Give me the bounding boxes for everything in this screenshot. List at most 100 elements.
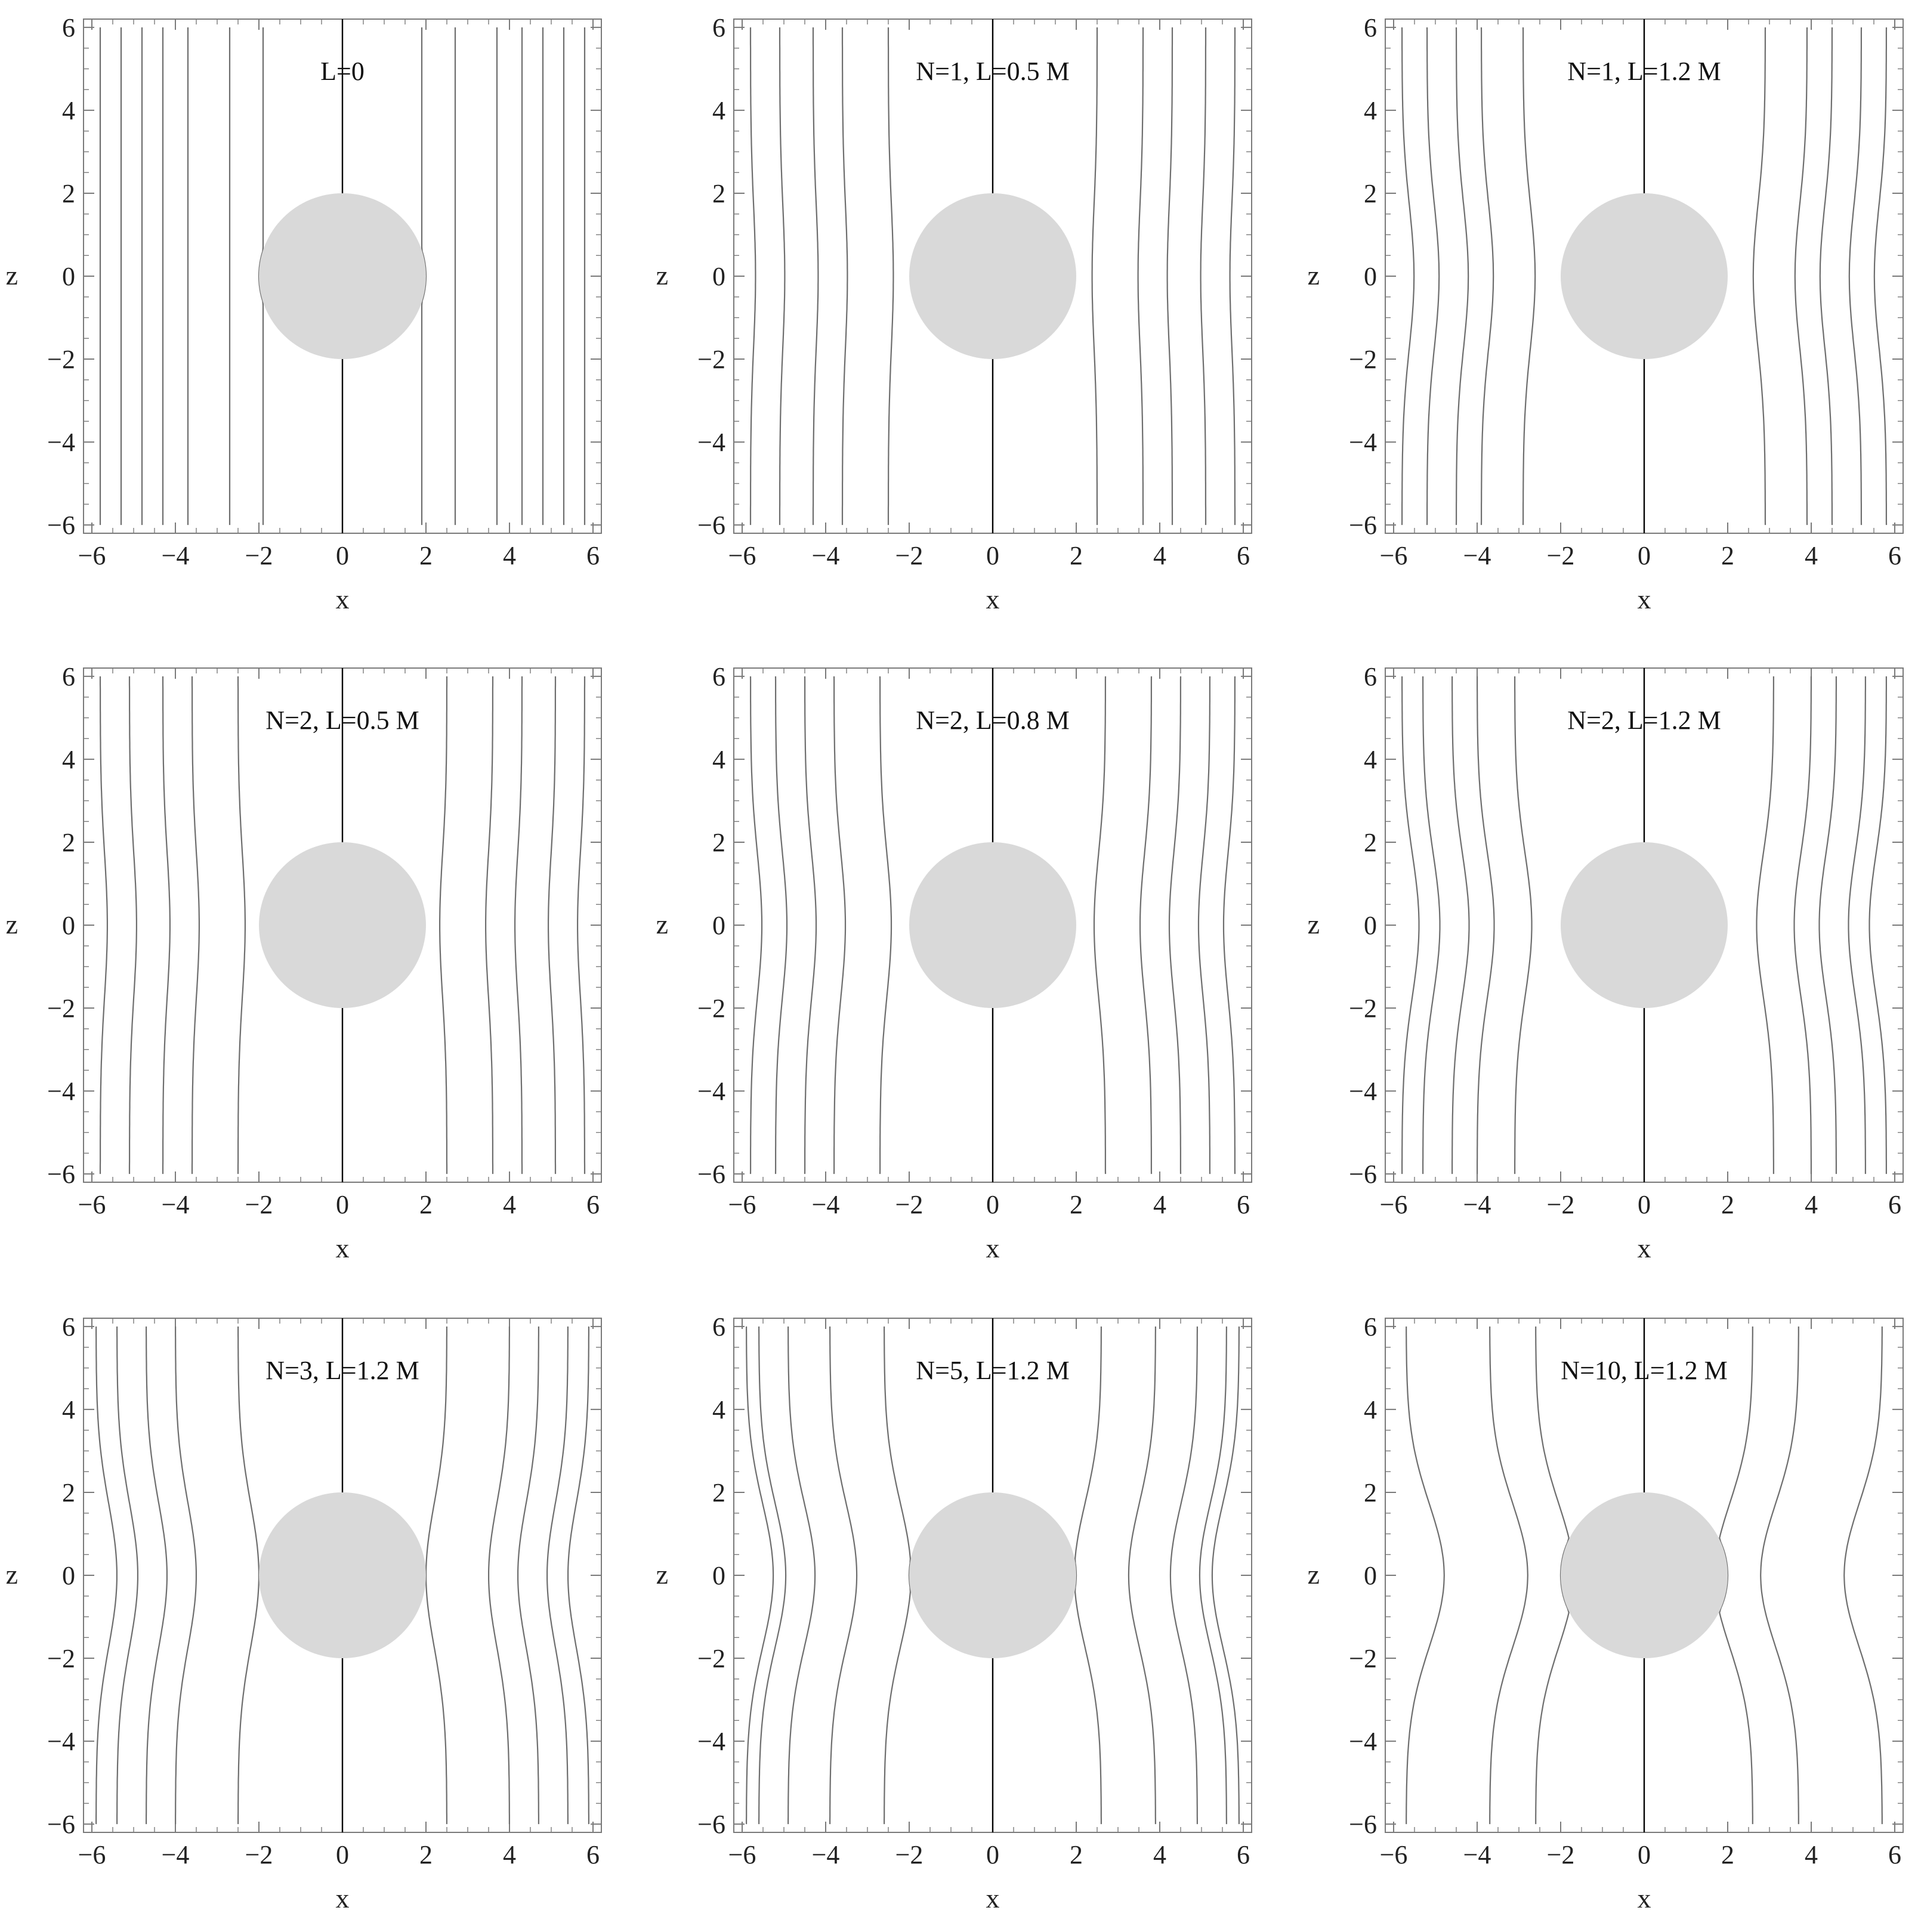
field-line	[887, 27, 894, 525]
y-tick-label: −2	[1349, 1644, 1377, 1673]
x-tick-label: −6	[728, 1190, 756, 1219]
x-tick-label: 6	[586, 1840, 600, 1869]
field-line	[514, 676, 523, 1174]
x-tick-label: −4	[812, 1840, 840, 1869]
y-tick-label: −2	[47, 345, 75, 374]
x-tick-label: 6	[1888, 1840, 1901, 1869]
field-line	[749, 27, 756, 525]
field-line	[1756, 676, 1774, 1174]
y-tick-label: 2	[712, 179, 725, 208]
field-line	[175, 1326, 197, 1825]
y-tick-label: 0	[1364, 911, 1377, 940]
field-line	[879, 676, 892, 1174]
field-line	[1137, 27, 1144, 525]
y-tick-label: −6	[697, 1810, 725, 1839]
x-tick-label: 0	[336, 1190, 349, 1219]
y-tick-label: 6	[62, 662, 75, 691]
x-tick-label: −2	[1547, 1190, 1575, 1219]
x-tick-label: 2	[1070, 541, 1083, 570]
x-axis-label: x	[986, 1883, 1000, 1914]
panel-8: −6 −4 −2 0 2 4 6 −6 −4 −2 0 2 4 6 x z N=5, L=1.2 M	[656, 1312, 1252, 1914]
x-tick-label: 4	[503, 1840, 516, 1869]
panel-title: N=3, L=1.2 M	[265, 1356, 419, 1385]
field-line	[1848, 676, 1866, 1174]
x-tick-label: 0	[1638, 1190, 1651, 1219]
y-tick-label: −6	[47, 511, 75, 540]
compact-object-disk	[909, 842, 1076, 1009]
field-line	[1222, 676, 1236, 1174]
x-axis-label: x	[1638, 584, 1651, 614]
x-axis-label: x	[986, 584, 1000, 614]
field-line	[425, 1326, 447, 1825]
x-tick-label: −4	[812, 1190, 840, 1219]
x-tick-label: 2	[1721, 1190, 1734, 1219]
y-axis-label: z	[656, 1559, 668, 1590]
y-tick-label: −6	[1349, 511, 1377, 540]
x-tick-label: −4	[162, 541, 190, 570]
field-line	[1869, 676, 1887, 1174]
x-tick-label: 4	[1153, 541, 1166, 570]
field-line	[779, 27, 786, 525]
y-tick-label: −6	[697, 511, 725, 540]
x-tick-label: −2	[1547, 541, 1575, 570]
field-line	[1793, 676, 1812, 1174]
x-tick-label: −6	[1380, 541, 1408, 570]
field-line	[1489, 1326, 1528, 1825]
y-tick-label: 4	[62, 745, 75, 774]
field-line	[833, 676, 847, 1174]
y-tick-label: 2	[1364, 828, 1377, 857]
x-axis-label: x	[1638, 1883, 1651, 1914]
x-tick-label: −6	[78, 1190, 106, 1219]
panel-title: N=1, L=1.2 M	[1567, 57, 1721, 86]
y-tick-label: 2	[62, 828, 75, 857]
x-tick-label: −4	[1463, 1840, 1491, 1869]
compact-object-disk	[259, 1492, 426, 1659]
y-tick-label: 0	[712, 911, 725, 940]
x-tick-label: 0	[986, 1190, 999, 1219]
x-tick-label: −6	[78, 1840, 106, 1869]
y-tick-label: −2	[47, 994, 75, 1023]
y-tick-label: 4	[712, 745, 725, 774]
y-tick-label: −4	[1349, 428, 1377, 457]
y-tick-label: −4	[697, 1077, 725, 1106]
x-tick-label: −6	[728, 541, 756, 570]
x-tick-label: −4	[812, 541, 840, 570]
x-tick-label: 4	[503, 541, 516, 570]
field-line	[1422, 676, 1441, 1174]
y-tick-label: −6	[697, 1160, 725, 1189]
x-axis-label: x	[1638, 1233, 1651, 1263]
field-line	[577, 676, 586, 1174]
panel-4: −6 −4 −2 0 2 4 6 −6 −4 −2 0 2 4 6 x z N=2, L=0.5 M	[6, 662, 602, 1263]
y-tick-label: 0	[62, 911, 75, 940]
field-line	[1818, 676, 1837, 1174]
y-tick-label: 6	[712, 1312, 725, 1341]
y-tick-label: −4	[47, 1727, 75, 1756]
y-tick-label: 6	[62, 13, 75, 42]
x-tick-label: 4	[1153, 1840, 1166, 1869]
y-tick-label: 2	[62, 179, 75, 208]
x-tick-label: 6	[1237, 541, 1250, 570]
field-line	[488, 1326, 510, 1825]
panel-5: −6 −4 −2 0 2 4 6 −6 −4 −2 0 2 4 6 x z N=2, L=0.8 M	[656, 662, 1252, 1263]
field-line	[829, 1326, 858, 1825]
y-tick-label: 4	[62, 1395, 75, 1424]
field-line	[1873, 27, 1888, 525]
panel-title: N=2, L=0.8 M	[916, 706, 1069, 735]
y-tick-label: 0	[62, 262, 75, 291]
compact-object-disk	[259, 193, 426, 360]
field-line	[1200, 27, 1207, 525]
field-line	[746, 1326, 774, 1825]
field-line	[1169, 1326, 1198, 1825]
field-line	[1128, 1326, 1156, 1825]
y-tick-label: −2	[697, 994, 725, 1023]
field-line	[1451, 676, 1470, 1174]
field-line	[758, 1326, 787, 1825]
x-tick-label: 4	[1805, 1190, 1818, 1219]
field-line	[1819, 27, 1833, 525]
y-tick-label: 4	[1364, 96, 1377, 125]
y-tick-label: 4	[712, 1395, 725, 1424]
field-line	[1477, 676, 1495, 1174]
x-tick-label: 6	[1888, 541, 1901, 570]
x-tick-label: 2	[1070, 1840, 1083, 1869]
x-axis-label: x	[336, 1233, 350, 1263]
